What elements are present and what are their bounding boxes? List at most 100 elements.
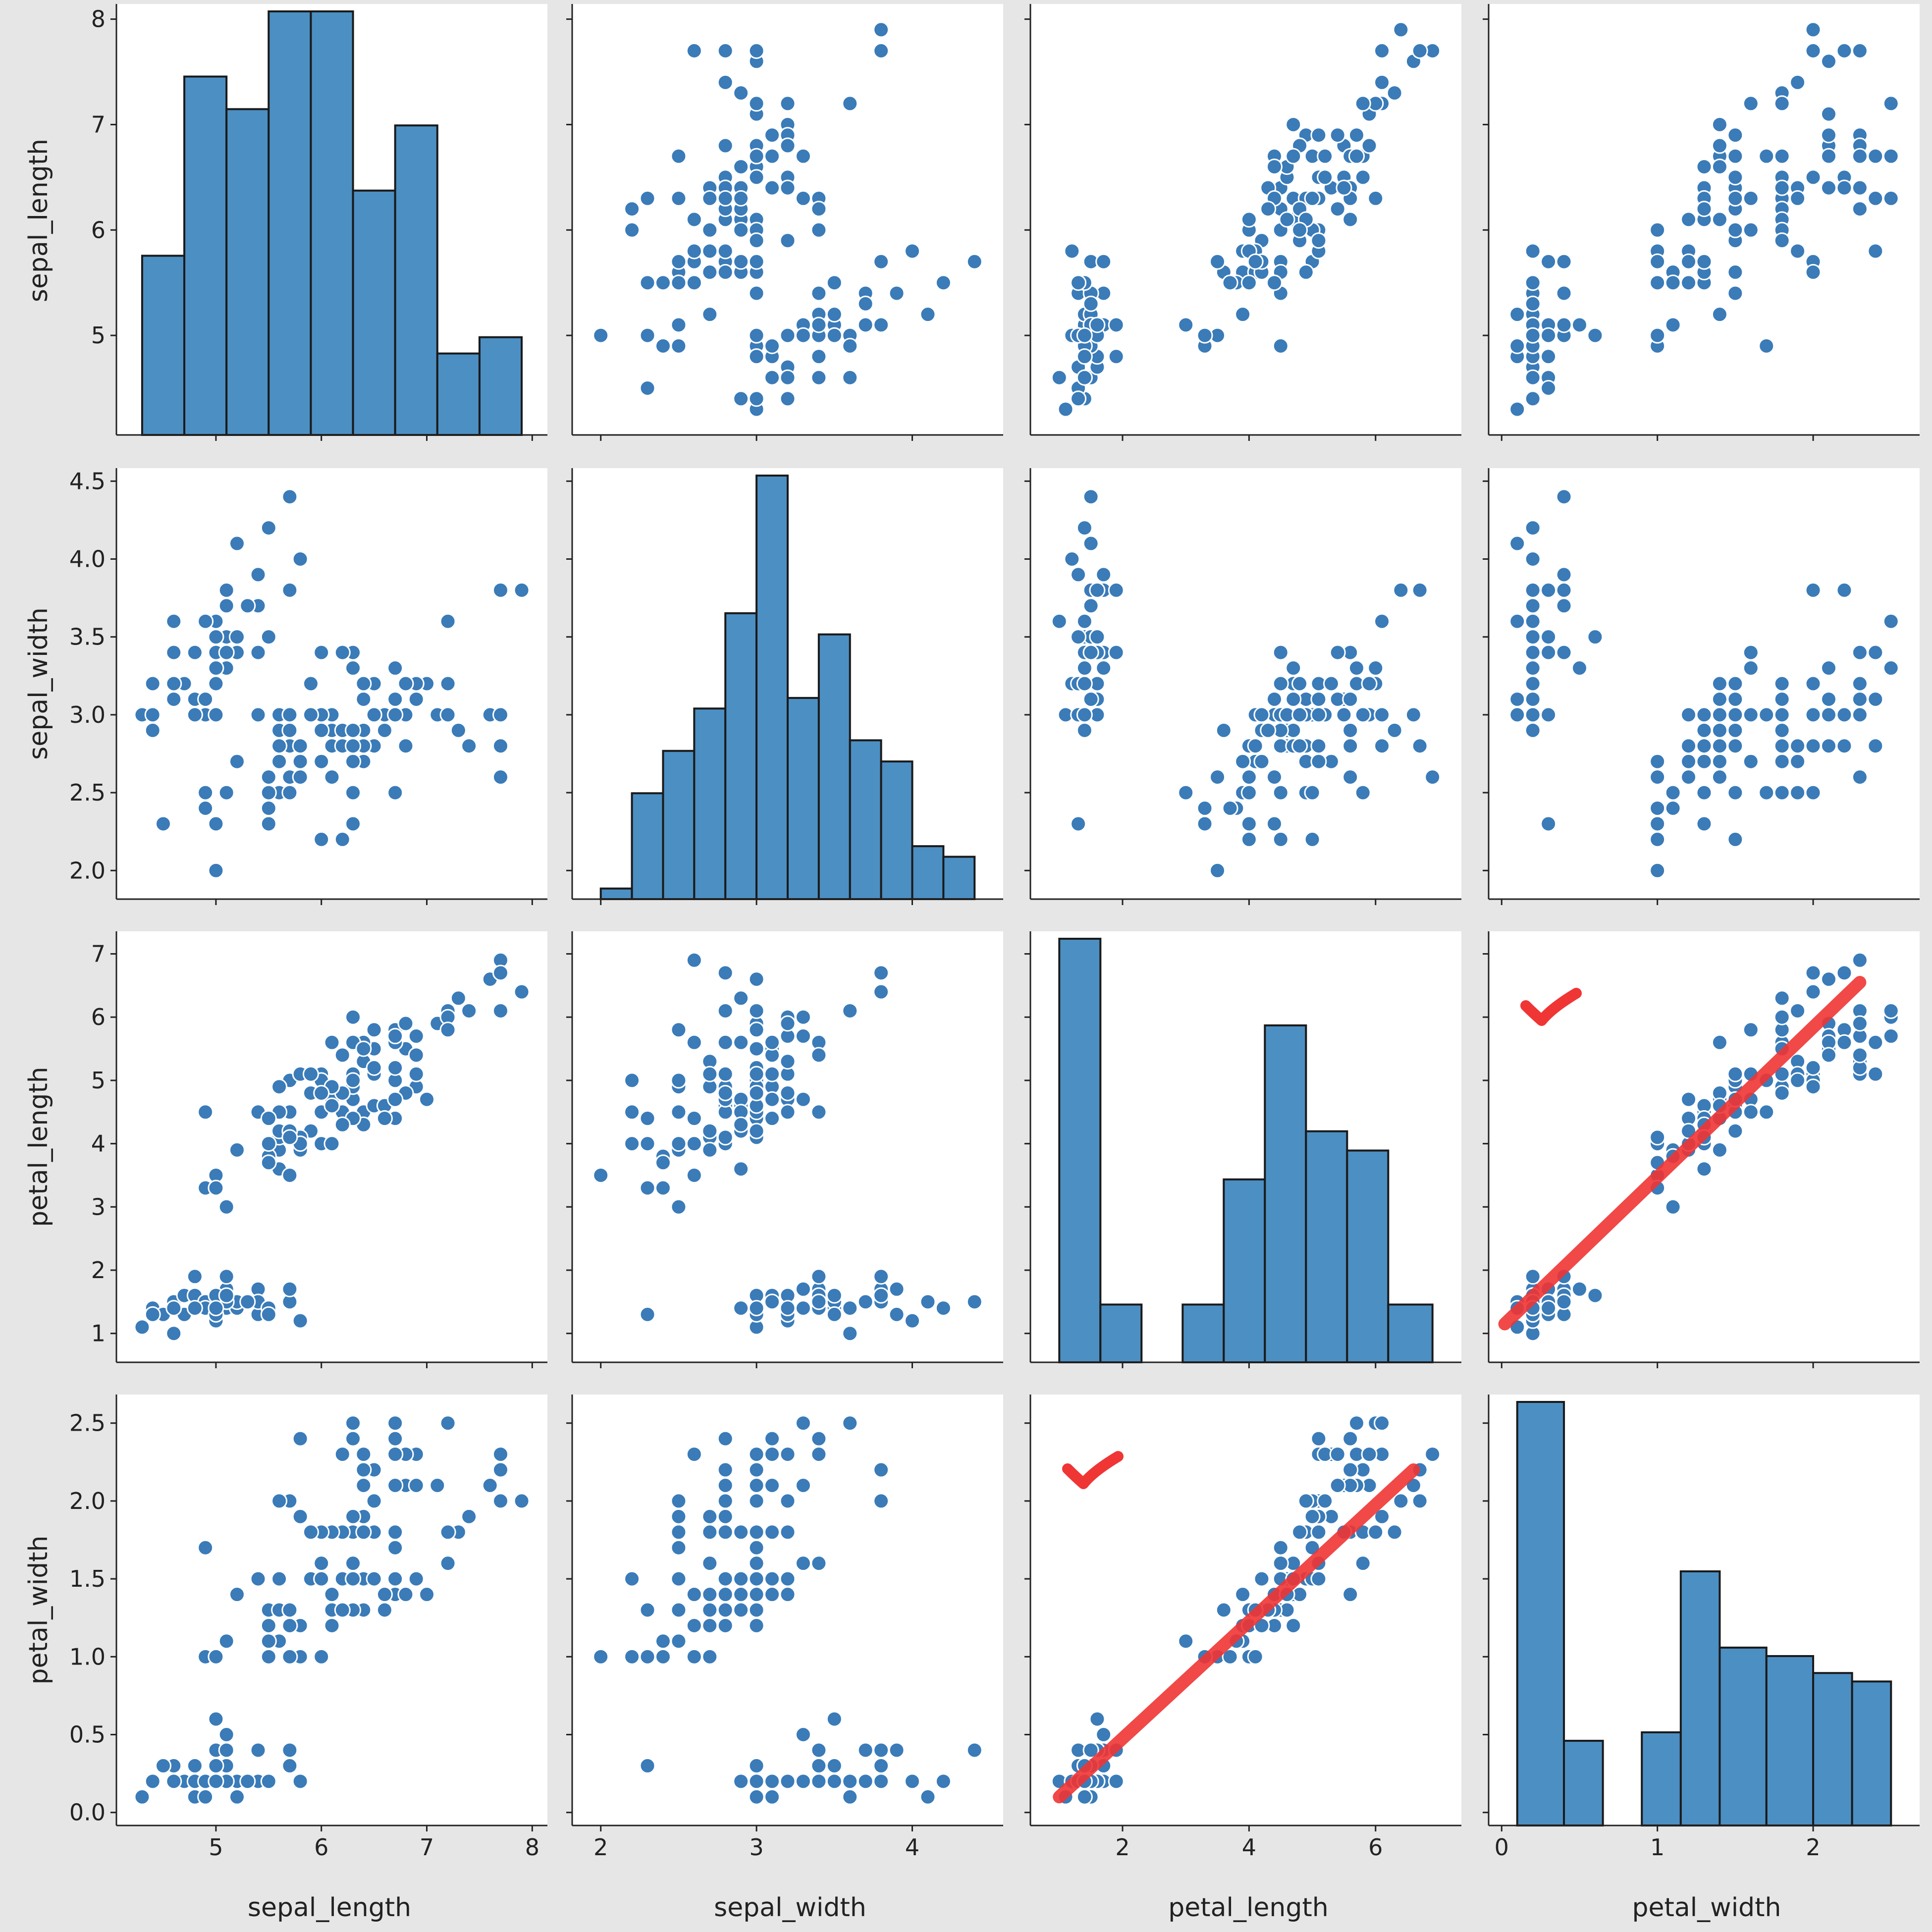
scatter-point: [345, 722, 362, 739]
scatter-point: [1711, 753, 1728, 770]
scatter-point: [1240, 784, 1257, 801]
scatter-point: [1361, 675, 1378, 692]
panel-sepal-width-vs-petal-width: [1483, 468, 1920, 905]
scatter-point: [1509, 706, 1526, 723]
scatter-point: [1317, 1493, 1334, 1509]
scatter-point: [1222, 274, 1238, 291]
scatter-point: [639, 327, 656, 344]
scatter-point: [1215, 722, 1232, 739]
scatter-point: [1805, 675, 1822, 692]
scatter-point: [1696, 253, 1713, 270]
scatter-point: [1758, 784, 1775, 801]
scatter-point: [1727, 722, 1744, 739]
scatter-point: [461, 1508, 478, 1525]
scatter-point: [1304, 1508, 1321, 1525]
scatter-point: [1285, 1617, 1302, 1634]
scatter-point: [1285, 660, 1302, 677]
scatter-point: [779, 327, 796, 344]
scatter-point: [1253, 753, 1270, 770]
scatter-point: [1272, 675, 1289, 692]
scatter-point: [670, 274, 687, 291]
scatter-point: [281, 1167, 298, 1183]
scatter-point: [624, 1135, 641, 1152]
scatter-point: [1821, 1047, 1837, 1064]
scatter-point: [1711, 675, 1728, 692]
scatter-point: [334, 644, 351, 661]
scatter-point: [1805, 784, 1822, 801]
scatter-point: [387, 1539, 404, 1556]
scatter-point: [1664, 800, 1681, 817]
scatter-point: [748, 1040, 765, 1057]
scatter-point: [764, 337, 781, 354]
x-axis-label-sepal-width: sepal_width: [714, 1893, 866, 1923]
scatter-point: [186, 1757, 203, 1774]
scatter-point: [1836, 1034, 1853, 1051]
scatter-point: [165, 644, 182, 661]
scatter-point: [779, 1104, 796, 1121]
scatter-point: [144, 675, 161, 692]
scatter-point: [1234, 753, 1251, 770]
scatter-point: [1095, 660, 1112, 677]
scatter-point: [1524, 629, 1541, 645]
scatter-point: [208, 1648, 224, 1665]
scatter-point: [450, 722, 467, 739]
panel-sepal-length-vs-petal-length: [1024, 4, 1461, 441]
scatter-point: [1285, 691, 1302, 707]
scatter-point: [1076, 706, 1093, 723]
scatter-point: [323, 1097, 340, 1114]
scatter-point: [873, 1268, 890, 1285]
scatter-point: [313, 1648, 330, 1665]
scatter-point: [764, 1570, 781, 1587]
scatter-point: [748, 1773, 765, 1790]
annotation-petal-length-vs-petal-width: [1498, 976, 1867, 1331]
scatter-point: [408, 1047, 425, 1064]
scatter-point: [1524, 691, 1541, 707]
scatter-point: [592, 1167, 609, 1183]
scatter-point: [1524, 675, 1541, 692]
scatter-point: [701, 1617, 718, 1634]
scatter-point: [1051, 613, 1068, 630]
histogram-bar: [1516, 1401, 1565, 1826]
scatter-point: [1664, 784, 1681, 801]
scatter-point: [218, 644, 235, 661]
scatter-point: [1587, 629, 1604, 645]
scatter-point: [717, 264, 734, 280]
scatter-point: [748, 348, 765, 365]
scatter-point: [686, 42, 702, 59]
scatter-point: [429, 1477, 446, 1494]
scatter-point: [1727, 169, 1744, 186]
scatter-point: [1664, 1198, 1681, 1215]
scatter-point: [1089, 317, 1106, 333]
scatter-point: [260, 520, 277, 537]
scatter-point: [1882, 1028, 1899, 1045]
scatter-point: [271, 1078, 288, 1095]
scatter-point: [764, 369, 781, 386]
scatter-point: [1773, 691, 1790, 707]
scatter-point: [670, 337, 687, 354]
scatter-point: [1540, 582, 1557, 598]
scatter-point: [1851, 1047, 1868, 1064]
scatter-point: [1821, 179, 1837, 196]
scatter-point: [345, 815, 362, 832]
scatter-point: [345, 753, 362, 770]
scatter-point: [1836, 582, 1853, 598]
scatter-point: [1711, 211, 1728, 228]
scatter-point: [302, 1066, 319, 1082]
scatter-point: [134, 1788, 151, 1805]
scatter-point: [1524, 369, 1541, 386]
scatter-point: [639, 190, 656, 207]
scatter-point: [748, 253, 765, 270]
scatter-point: [717, 1066, 734, 1082]
scatter-point: [733, 1773, 750, 1790]
y-tick-label: 1.5: [69, 1565, 106, 1592]
scatter-point: [1405, 706, 1422, 723]
scatter-point: [779, 1053, 796, 1070]
scatter-point: [701, 1508, 718, 1525]
scatter-point: [1556, 582, 1572, 598]
scatter-point: [686, 1648, 702, 1665]
scatter-point: [1310, 753, 1327, 770]
x-axis-label-petal-length: petal_length: [1168, 1893, 1328, 1923]
scatter-point: [313, 722, 330, 739]
x-tick-label: 4: [905, 1834, 919, 1861]
